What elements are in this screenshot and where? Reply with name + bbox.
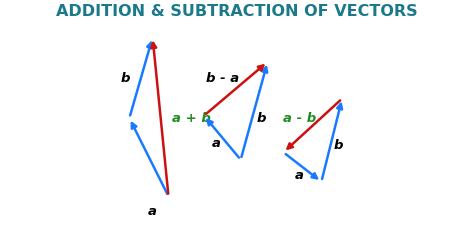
Text: a: a: [148, 205, 157, 217]
Text: a: a: [212, 137, 221, 150]
Text: b: b: [334, 138, 343, 152]
Text: a - b: a - b: [283, 112, 316, 125]
Text: ADDITION & SUBTRACTION OF VECTORS: ADDITION & SUBTRACTION OF VECTORS: [56, 4, 418, 19]
Text: a + b: a + b: [172, 112, 211, 125]
Text: b: b: [257, 112, 266, 125]
Text: a: a: [295, 169, 304, 182]
Text: b: b: [121, 73, 130, 85]
Text: b - a: b - a: [206, 73, 239, 85]
